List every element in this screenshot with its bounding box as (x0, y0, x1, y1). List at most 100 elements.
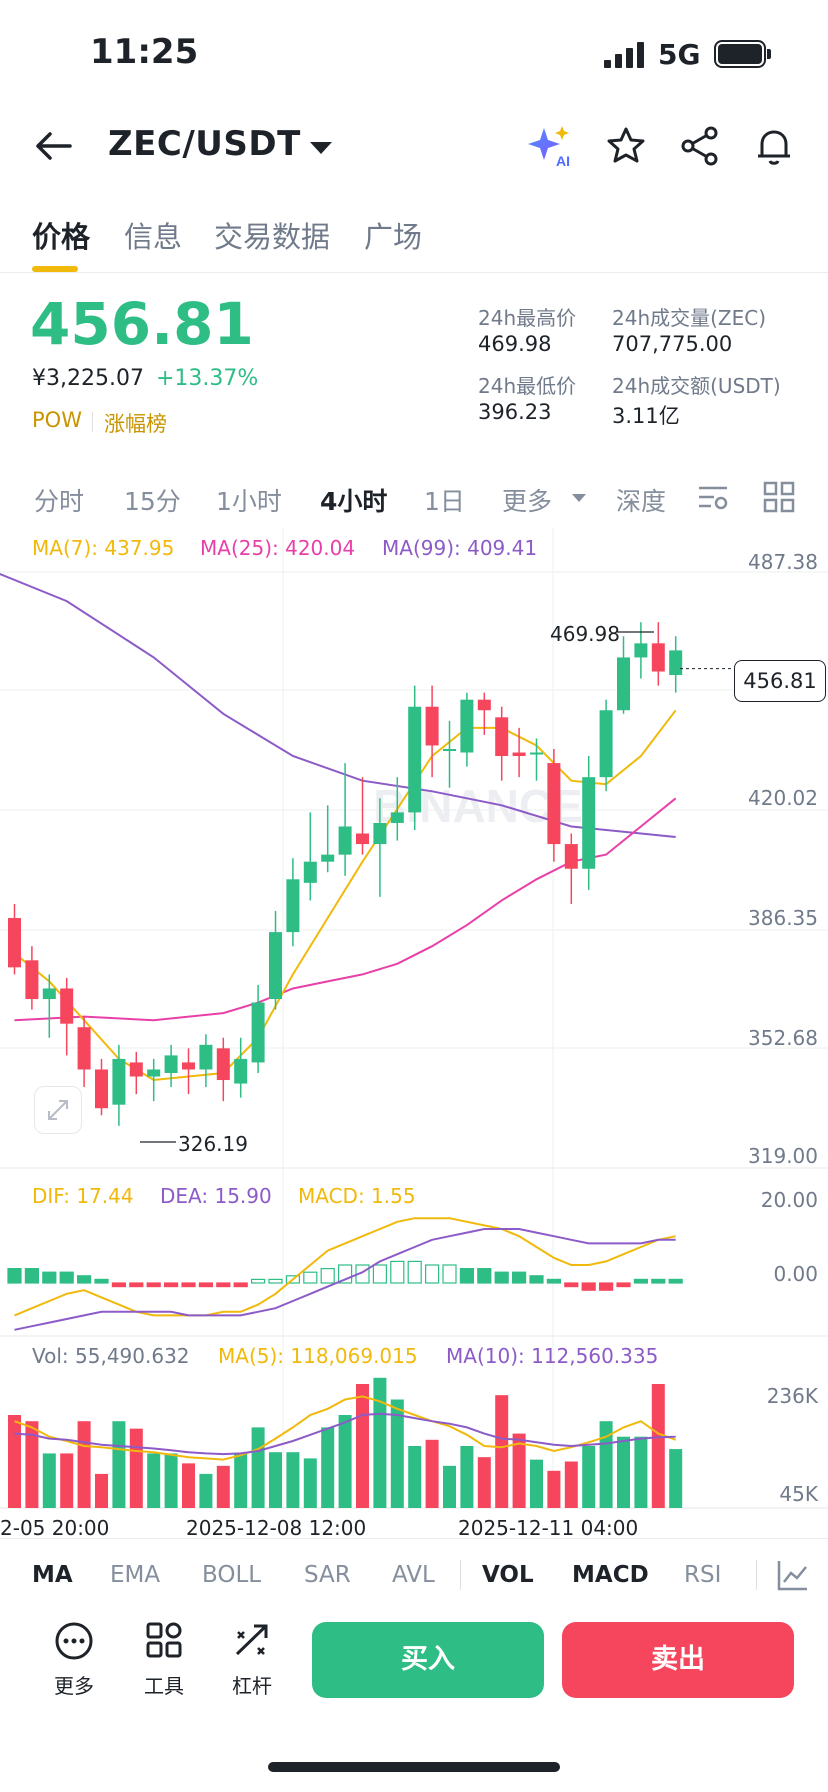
macd-histogram-bar (651, 1278, 666, 1284)
layout-grid-button[interactable] (762, 480, 796, 514)
tools-button[interactable] (134, 1618, 194, 1698)
volume-bar (477, 1457, 491, 1508)
candle-body (8, 918, 21, 968)
volume-bar (112, 1421, 126, 1508)
indicator-separator (460, 1560, 461, 1590)
tab-trading-data[interactable]: 交易数据 (214, 220, 331, 254)
pair-dropdown-button[interactable] (306, 136, 336, 160)
sliders-settings-icon (699, 486, 728, 510)
candle-body (408, 706, 422, 813)
ma7-legend: MA(7): 437.95 (32, 536, 175, 560)
dea-legend: DEA: 15.90 (160, 1184, 272, 1208)
dea-line (14, 1228, 676, 1331)
interval-depth[interactable]: 深度 (616, 487, 667, 516)
interval-timeline[interactable]: 分时 (34, 487, 85, 516)
candle-body (651, 643, 665, 672)
indicator-avl[interactable]: AVL (392, 1562, 435, 1588)
macd-histogram-bar (529, 1275, 544, 1284)
volume-bar (147, 1453, 161, 1508)
macd-panel (7, 1217, 683, 1331)
interval-more-caret (570, 490, 588, 504)
macd-axis-label: 0.00 (773, 1262, 818, 1286)
dif-line (14, 1217, 676, 1317)
expand-icon (48, 1100, 68, 1120)
indicator-ma[interactable]: MA (32, 1562, 73, 1588)
candle-body (477, 699, 491, 711)
candle-body (182, 1062, 195, 1070)
low-24h-value: 396.23 (478, 400, 552, 424)
indicator-sar[interactable]: SAR (304, 1562, 351, 1588)
volume-bar (547, 1470, 561, 1508)
volume-bar (251, 1427, 265, 1508)
more-button[interactable] (44, 1618, 104, 1698)
fullscreen-button[interactable] (34, 1086, 82, 1134)
volume-bar (303, 1458, 317, 1508)
macd-histogram-bar (425, 1264, 440, 1284)
interval-1h[interactable]: 1小时 (216, 487, 282, 516)
interval-1d[interactable]: 1日 (424, 487, 465, 516)
share-button[interactable] (678, 124, 722, 168)
candle-body (60, 988, 74, 1024)
indicator-settings-button[interactable] (776, 1558, 810, 1592)
macd-axis-label: 20.00 (760, 1188, 818, 1212)
vma10-line (14, 1412, 676, 1456)
candle-body (321, 854, 335, 862)
candlestick-chart[interactable]: BINANCE (0, 528, 828, 1518)
candle-body (443, 748, 456, 751)
chart-settings-button[interactable] (696, 480, 730, 514)
tag-gainers[interactable]: 涨幅榜 (104, 412, 167, 436)
tools-grid-icon (146, 1622, 182, 1658)
volume-bar (129, 1428, 143, 1508)
volume-bar (321, 1427, 335, 1508)
candle-body (147, 1069, 161, 1077)
candle-body (582, 777, 596, 869)
candle-body (547, 763, 561, 845)
ai-assistant-button[interactable]: AI (526, 122, 574, 170)
volume-bar (373, 1377, 387, 1508)
volume-bar (356, 1384, 369, 1508)
vma10-legend: MA(10): 112,560.335 (446, 1344, 659, 1368)
interval-15m[interactable]: 15分 (124, 487, 181, 516)
tag-pow[interactable]: POW (32, 408, 82, 432)
candle-body (251, 1002, 265, 1063)
volume-bar (651, 1384, 665, 1508)
back-button[interactable] (30, 124, 80, 168)
interval-4h[interactable]: 4小时 (320, 487, 388, 516)
indicator-boll[interactable]: BOLL (202, 1562, 262, 1588)
candle-body (286, 879, 300, 933)
macd-histogram-bar (76, 1275, 92, 1284)
tab-price[interactable]: 价格 (32, 220, 91, 254)
tab-square[interactable]: 广场 (364, 220, 423, 254)
cellular-signal-icon (604, 42, 644, 68)
indicator-ema[interactable]: EMA (110, 1562, 161, 1588)
price-axis-label: 352.68 (748, 1026, 818, 1050)
price-axis-label: 487.38 (748, 550, 818, 574)
candle-body (25, 960, 39, 1000)
volume-bar (390, 1399, 404, 1508)
price-alert-button[interactable] (752, 124, 796, 168)
indicator-macd[interactable]: MACD (572, 1562, 649, 1588)
pair-title[interactable]: ZEC/USDT (108, 124, 301, 164)
high-24h-label: 24h最高价 (478, 306, 577, 330)
leverage-button[interactable] (222, 1618, 282, 1698)
indicator-rsi[interactable]: RSI (684, 1562, 722, 1588)
dif-legend: DIF: 17.44 (32, 1184, 134, 1208)
indicator-separator (756, 1560, 757, 1590)
favorite-button[interactable] (604, 124, 648, 168)
sparkle-ai-icon: AI (528, 126, 570, 169)
indicator-vol[interactable]: VOL (482, 1562, 534, 1588)
macd-histogram-bar (459, 1267, 474, 1284)
battery-icon (714, 40, 772, 68)
interval-more[interactable]: 更多 (502, 487, 553, 516)
tab-info[interactable]: 信息 (124, 220, 183, 254)
macd-histogram-bar (198, 1282, 213, 1288)
candle-body (234, 1058, 248, 1084)
candle-body (460, 699, 474, 753)
buy-button[interactable]: 买入 (312, 1622, 544, 1698)
sell-button[interactable]: 卖出 (562, 1622, 794, 1698)
time-axis-label: 2025-12-08 12:00 (186, 1516, 367, 1540)
ma99-legend: MA(99): 409.41 (382, 536, 538, 560)
volume-24h-value: 707,775.00 (612, 332, 733, 356)
amount-24h-label: 24h成交额(USDT) (612, 374, 781, 398)
macd-histogram-bar (442, 1264, 457, 1284)
